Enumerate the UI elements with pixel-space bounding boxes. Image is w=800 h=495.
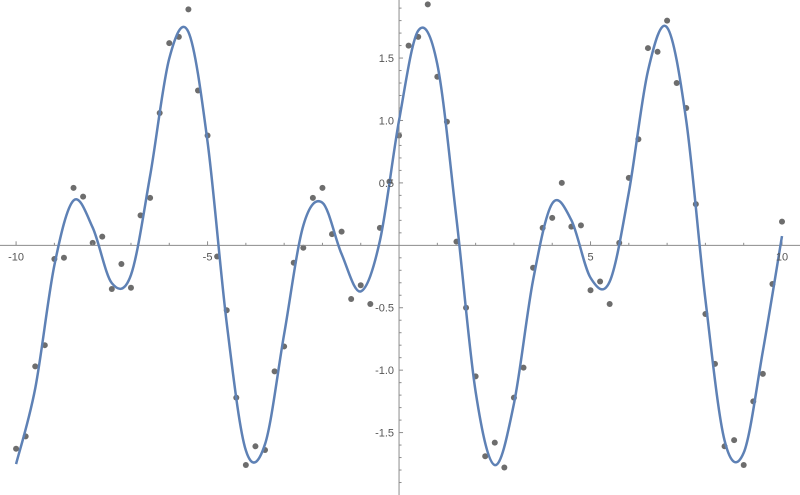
x-tick-label: -5: [203, 251, 213, 263]
data-point: [558, 179, 565, 186]
data-point: [357, 282, 364, 289]
data-point: [348, 295, 355, 302]
data-point: [13, 445, 20, 452]
fit-curve: [14, 24, 784, 467]
y-tick-label: -1.0: [375, 365, 394, 377]
x-tick-label: 10: [776, 251, 788, 263]
y-tick-label: -1.5: [375, 428, 394, 440]
y-tick-label: 1.5: [379, 53, 394, 65]
data-point: [424, 1, 431, 8]
data-point: [491, 439, 498, 446]
data-point: [520, 364, 527, 371]
data-point: [80, 193, 87, 200]
data-point: [587, 287, 594, 294]
data-point: [309, 194, 316, 201]
data-point: [300, 244, 307, 251]
data-point: [147, 194, 154, 201]
data-point: [99, 233, 106, 240]
data-point: [271, 368, 278, 375]
data-point: [644, 45, 651, 52]
data-point: [118, 261, 125, 268]
data-point: [759, 370, 766, 377]
data-point: [252, 443, 259, 450]
data-point: [673, 80, 680, 87]
data-point: [319, 184, 326, 191]
y-tick-label: 0.5: [379, 178, 394, 190]
tick-labels: -10 -5 5 10 1.5 1.0 0.5 -0.5 -1.0 -1.5: [8, 53, 788, 440]
data-point: [60, 254, 67, 261]
data-point: [405, 42, 412, 49]
data-point: [127, 284, 134, 291]
y-tick-label: 1.0: [379, 115, 394, 127]
data-point: [654, 48, 661, 55]
data-point: [501, 464, 508, 471]
data-point: [367, 300, 374, 307]
y-tick-label: -0.5: [375, 303, 394, 315]
data-point: [597, 278, 604, 285]
data-point: [166, 40, 173, 47]
data-point: [664, 17, 671, 24]
x-tick-label: -10: [8, 251, 24, 263]
data-point: [338, 228, 345, 235]
data-point: [242, 462, 249, 469]
data-point: [482, 453, 489, 460]
data-point: [731, 437, 738, 444]
data-point: [32, 363, 39, 370]
data-point: [779, 218, 786, 225]
data-point: [577, 222, 584, 229]
data-point: [185, 6, 192, 13]
data-point: [740, 462, 747, 469]
fit-curve-layer: [14, 24, 784, 467]
data-point: [606, 300, 613, 307]
data-point: [70, 184, 77, 191]
data-point: [108, 286, 115, 293]
scatter-points: [13, 1, 786, 471]
x-tick-label: 5: [587, 251, 593, 263]
data-point: [549, 214, 556, 221]
